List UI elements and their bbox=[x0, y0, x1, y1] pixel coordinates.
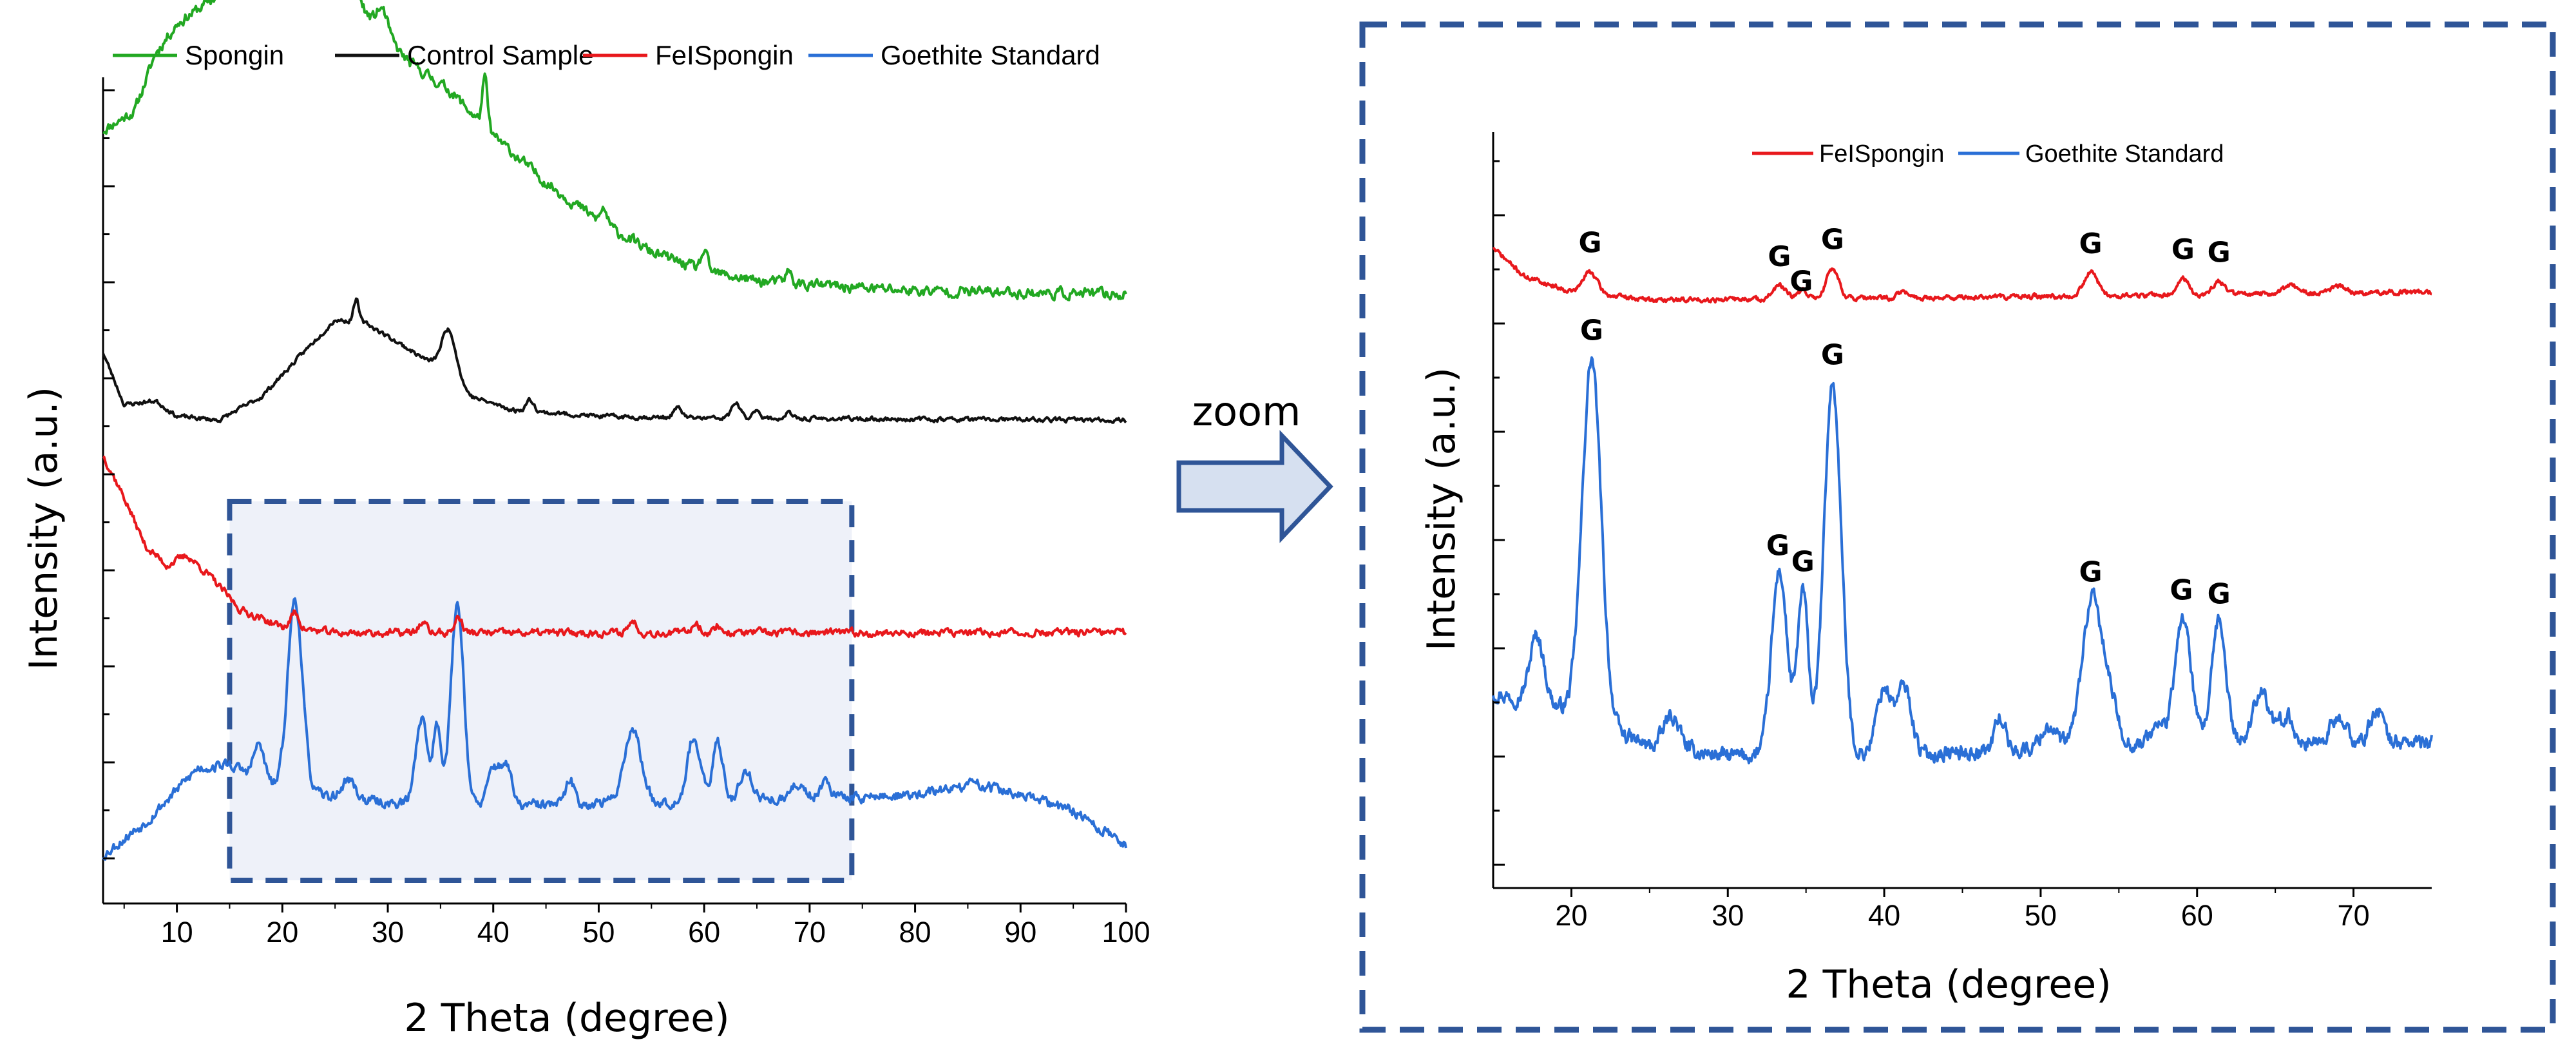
series-group bbox=[1492, 247, 2433, 765]
x-tick-label: 90 bbox=[1004, 916, 1036, 949]
full-range-panel: 10 20 30 40 50 60 70 80 90 100 Spongin Control Sam… bbox=[21, 0, 1150, 1041]
legend: FeISpongin Goethite Standard bbox=[1752, 140, 2224, 168]
series-line-goethite-standard bbox=[102, 597, 1127, 861]
x-tick-label: 20 bbox=[266, 916, 298, 949]
peak-label: G bbox=[1821, 224, 1844, 256]
x-tick-label: 60 bbox=[688, 916, 720, 949]
peak-label: G bbox=[1766, 530, 1789, 563]
x-tick-label: 10 bbox=[161, 916, 193, 949]
zoom-region-box bbox=[227, 499, 855, 883]
y-axis-label: Intensity (a.u.) bbox=[21, 387, 66, 670]
peak-label: G bbox=[1791, 545, 1815, 578]
peak-label: G bbox=[1789, 265, 1813, 298]
x-tick-label: 70 bbox=[794, 916, 826, 949]
x-axis-label: 2 Theta (degree) bbox=[1786, 962, 2111, 1007]
x-axis-label: 2 Theta (degree) bbox=[404, 996, 729, 1041]
legend: Spongin Control Sample FeISpongin Goethite … bbox=[113, 40, 1100, 70]
peak-label: G bbox=[1821, 338, 1844, 371]
peak-label: G bbox=[1768, 240, 1791, 273]
zoom-annotation: zoom bbox=[1176, 388, 1333, 543]
peak-label: G bbox=[2079, 227, 2103, 260]
peak-label: G bbox=[2208, 236, 2231, 269]
peak-label: G bbox=[2170, 574, 2193, 607]
peak-label: G bbox=[2171, 233, 2195, 266]
series-line-spongin bbox=[102, 0, 1127, 302]
legend-label: Control Sample bbox=[407, 40, 593, 70]
peak-label: G bbox=[1578, 227, 1601, 260]
tick-group: 20 30 40 50 60 70 bbox=[1493, 160, 2370, 932]
x-tick-label: 40 bbox=[477, 916, 510, 949]
legend-label: FeISpongin bbox=[1819, 140, 1944, 168]
series-line-feispongin bbox=[102, 455, 1127, 639]
x-tick-label: 30 bbox=[372, 916, 404, 949]
y-axis-label: Intensity (a.u.) bbox=[1419, 367, 1464, 651]
x-tick-label: 100 bbox=[1102, 916, 1150, 949]
zoom-arrow-icon bbox=[1176, 430, 1333, 543]
tick-group: 10 20 30 40 50 60 70 80 90 100 bbox=[103, 89, 1150, 949]
peak-label: G bbox=[2208, 577, 2231, 610]
legend-label: Goethite Standard bbox=[2025, 140, 2224, 168]
series-line-goethite-standard bbox=[1492, 356, 2433, 765]
x-tick-label: 20 bbox=[1555, 899, 1587, 932]
x-tick-label: 70 bbox=[2338, 899, 2370, 932]
x-tick-label: 50 bbox=[582, 916, 615, 949]
x-tick-label: 40 bbox=[1868, 899, 1900, 932]
peak-label: G bbox=[1580, 314, 1603, 347]
series-line-control-sample bbox=[102, 297, 1127, 424]
zoom-panel-frame bbox=[1359, 21, 2556, 1033]
legend-label: Goethite Standard bbox=[881, 40, 1100, 70]
x-tick-label: 50 bbox=[2025, 899, 2057, 932]
x-tick-label: 30 bbox=[1712, 899, 1744, 932]
x-tick-label: 80 bbox=[899, 916, 931, 949]
zoom-label: zoom bbox=[1192, 388, 1301, 435]
x-tick-label: 60 bbox=[2181, 899, 2213, 932]
series-line-feispongin bbox=[1492, 247, 2432, 304]
legend-label: Spongin bbox=[185, 40, 284, 70]
legend-label: FeISpongin bbox=[655, 40, 794, 70]
peak-label: G bbox=[2079, 556, 2103, 589]
series-group bbox=[102, 0, 1127, 861]
